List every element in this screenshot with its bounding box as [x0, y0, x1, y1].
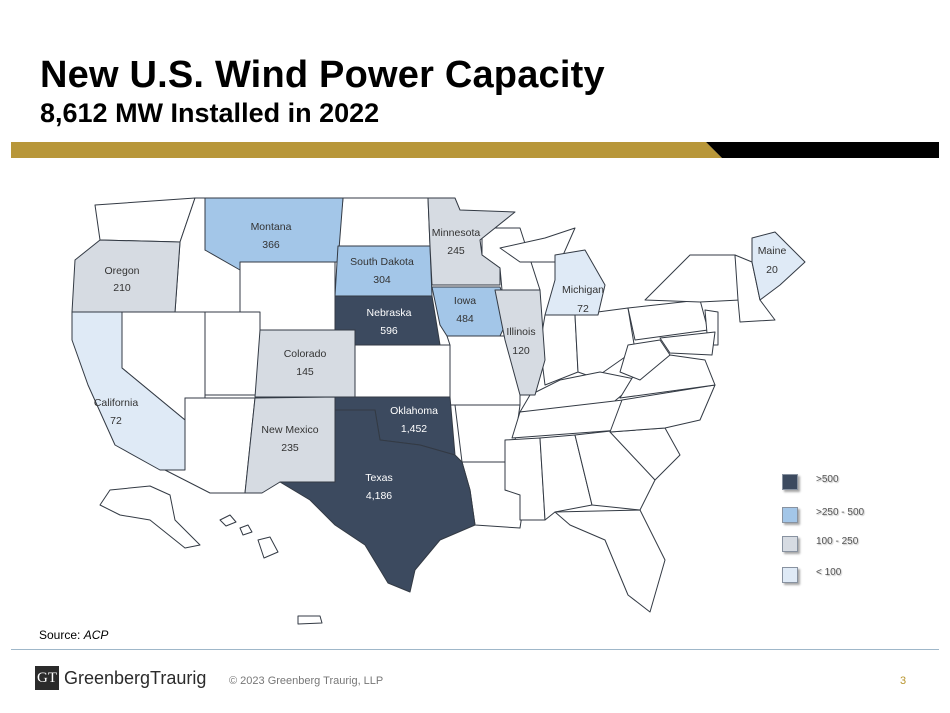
state-north-dakota [337, 197, 431, 247]
label-iowa-value: 484 [456, 313, 474, 325]
legend-label-gt500: >500 [816, 474, 839, 485]
state-ohio [574, 307, 636, 379]
label-colorado-value: 145 [296, 366, 314, 378]
state-michigan-shape [544, 249, 606, 316]
logo-wordmark: GreenbergTraurig [64, 668, 207, 688]
state-montana-shape [204, 197, 344, 271]
legend-swatch-gt500 [782, 474, 798, 490]
label-michigan-value: 72 [577, 303, 589, 315]
state-washington [94, 197, 196, 243]
label-texas-name: Texas [365, 472, 392, 484]
source-label: Source: [39, 628, 84, 642]
state-colorado-shape [254, 329, 356, 398]
state-puerto-rico [297, 615, 323, 625]
state-alabama [539, 434, 593, 521]
label-minnesota-value: 245 [447, 245, 465, 257]
label-california-value: 72 [110, 415, 122, 427]
legend-label-100-250: 100 - 250 [816, 536, 859, 547]
label-oregon-value: 210 [113, 282, 131, 294]
footer-divider [11, 649, 939, 650]
label-illinois-name: Illinois [506, 326, 535, 338]
state-minnesota-shape [427, 197, 516, 286]
legend-label-lt100: < 100 [816, 567, 842, 578]
state-california-shape [71, 311, 186, 471]
state-alaska [99, 485, 201, 549]
label-montana-value: 366 [262, 239, 280, 251]
page-number: 3 [900, 675, 907, 687]
label-nebraska-value: 596 [380, 325, 398, 337]
source-note: Source: ACP [39, 628, 108, 642]
legend-label-250-500: >250 - 500 [816, 507, 865, 518]
us-map: Montana 366 Oregon 210 California 72 Sou… [0, 160, 950, 630]
state-kansas [354, 344, 451, 398]
label-oklahoma-value: 1,452 [401, 423, 427, 435]
source-value: ACP [83, 628, 109, 642]
slide-title: New U.S. Wind Power Capacity [40, 54, 605, 96]
label-maine-value: 20 [766, 264, 778, 276]
state-new-york [644, 254, 741, 303]
label-maine-name: Maine [758, 245, 787, 257]
label-illinois-value: 120 [512, 345, 530, 357]
label-oklahoma-name: Oklahoma [390, 405, 438, 417]
label-nebraska-name: Nebraska [367, 307, 412, 319]
label-minnesota-name: Minnesota [432, 227, 481, 239]
state-indiana [539, 314, 579, 386]
state-west-virginia [619, 339, 671, 381]
state-michigan-upper [499, 227, 576, 263]
label-iowa-name: Iowa [454, 295, 476, 307]
legend-swatch-100-250 [782, 536, 798, 552]
state-maine-shape [751, 231, 806, 301]
label-new-mexico-name: New Mexico [261, 424, 318, 436]
label-south-dakota-value: 304 [373, 274, 391, 286]
logo-mark: GT [35, 666, 59, 690]
label-south-dakota-name: South Dakota [350, 256, 414, 268]
slide-subtitle: 8,612 MW Installed in 2022 [40, 98, 380, 128]
label-colorado-name: Colorado [284, 348, 327, 360]
copyright-text: © 2023 Greenberg Traurig, LLP [229, 675, 384, 687]
label-montana-name: Montana [251, 221, 292, 233]
state-florida [554, 509, 666, 613]
state-texas-shape [279, 409, 476, 593]
label-michigan-name: Michigan [562, 284, 604, 296]
state-oregon-shape [71, 239, 181, 313]
state-maryland [659, 331, 716, 356]
state-hawaii [219, 514, 279, 559]
header-rule-bar [11, 142, 939, 158]
legend-swatch-250-500 [782, 507, 798, 523]
label-oregon-name: Oregon [104, 265, 139, 277]
legend-swatch-lt100 [782, 567, 798, 583]
state-iowa-shape [431, 286, 511, 337]
state-south-dakota-shape [334, 245, 433, 297]
state-illinois-shape [494, 289, 546, 396]
label-california-name: California [94, 397, 139, 409]
label-texas-value: 4,186 [366, 490, 392, 502]
label-new-mexico-value: 235 [281, 442, 299, 454]
